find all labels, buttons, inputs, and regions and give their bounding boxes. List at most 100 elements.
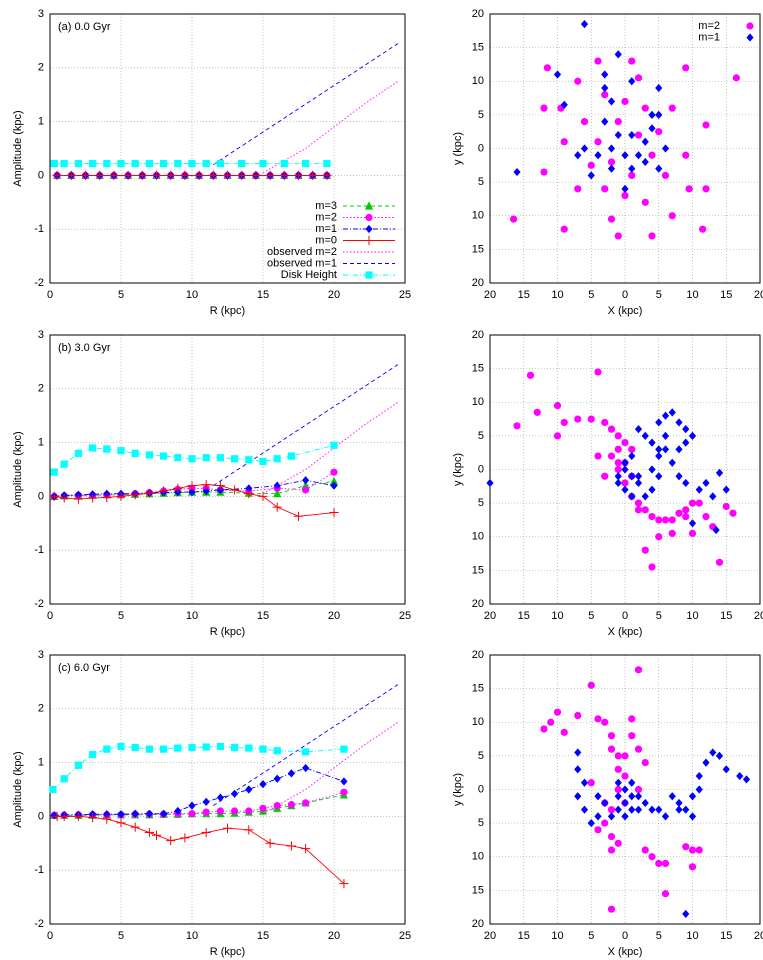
x-tick-label: 20 [328, 610, 340, 622]
series-line [213, 684, 399, 807]
marker [166, 170, 176, 180]
y-tick-label: 5 [478, 817, 484, 829]
marker [601, 70, 609, 79]
marker [238, 159, 246, 168]
marker [607, 452, 616, 460]
marker [116, 491, 126, 501]
marker [661, 516, 670, 524]
marker [699, 225, 707, 233]
marker [202, 743, 210, 751]
marker [102, 492, 112, 503]
marker [231, 455, 239, 463]
marker [641, 846, 649, 854]
marker [279, 170, 289, 180]
marker [614, 839, 622, 847]
marker [540, 168, 548, 176]
marker [634, 472, 643, 481]
marker [709, 748, 717, 757]
marker [293, 511, 304, 521]
marker [641, 546, 649, 554]
x-tick-label: 15 [720, 610, 732, 622]
marker [123, 170, 133, 180]
marker [244, 825, 254, 835]
marker [560, 728, 568, 736]
marker [648, 465, 656, 474]
marker [574, 748, 582, 757]
marker [688, 499, 697, 507]
marker [614, 465, 622, 474]
marker [194, 170, 204, 180]
marker [188, 743, 196, 752]
marker [709, 492, 717, 501]
marker [259, 804, 267, 812]
marker [621, 772, 629, 780]
marker [553, 708, 562, 716]
marker [74, 761, 82, 769]
marker [60, 159, 68, 168]
marker [587, 681, 595, 689]
marker [695, 499, 703, 507]
marker [655, 451, 663, 461]
x-tick-label: 25 [399, 289, 411, 301]
y-tick-label: 0 [478, 142, 484, 154]
marker [601, 83, 609, 93]
scatter-panel: 201510505101520201510505101520X (kpc)y (… [452, 329, 763, 638]
marker [259, 780, 267, 789]
y-tick-label: -2 [34, 918, 44, 930]
marker [301, 844, 311, 854]
line-panel: 0 5 10 15 20 25 -2 -1 0 1 2 3 R (kpc) Amplitude (kpc)… [12, 329, 411, 638]
marker [628, 492, 636, 501]
marker [117, 447, 125, 455]
marker [202, 486, 210, 496]
x-tick-label: 10 [186, 610, 198, 622]
marker [89, 750, 97, 759]
marker [50, 159, 58, 168]
marker [655, 445, 663, 454]
x-tick-label: 5 [588, 610, 594, 622]
marker [580, 144, 589, 153]
marker [594, 812, 602, 821]
marker [682, 805, 690, 814]
line-panel: 0 5 10 15 20 25 -2 -1 0 1 2 3 R (kpc) Amplitude (kpc)… [12, 649, 411, 958]
marker [273, 489, 282, 498]
marker [594, 792, 602, 801]
y-tick-label: 15 [472, 42, 484, 54]
marker [648, 805, 656, 814]
marker [580, 19, 589, 29]
y-axis-label: y (kpc) [452, 453, 464, 486]
y-tick-label: 1 [38, 116, 44, 128]
marker [237, 170, 247, 180]
marker [675, 445, 683, 454]
marker [364, 201, 374, 210]
marker [641, 104, 649, 112]
marker [648, 485, 656, 494]
plot-frame [489, 654, 761, 925]
x-tick-label: 5 [656, 930, 662, 942]
y-tick-label: -2 [34, 598, 44, 610]
marker [574, 765, 582, 774]
plot-frame [49, 654, 406, 925]
marker [330, 468, 338, 476]
marker [621, 479, 629, 487]
legend-label: m=1 [315, 223, 337, 235]
marker [746, 33, 754, 42]
marker [682, 64, 690, 72]
y-tick-label: -1 [34, 544, 44, 556]
marker [259, 457, 267, 466]
marker [102, 814, 112, 824]
x-tick-label: 20 [484, 610, 496, 622]
x-tick-label: 5 [118, 610, 124, 622]
marker [668, 529, 676, 537]
marker [180, 833, 190, 843]
y-tick-label: 10 [472, 75, 484, 87]
marker [273, 455, 281, 463]
marker [601, 91, 609, 99]
marker [151, 830, 162, 840]
marker [594, 715, 602, 723]
marker [208, 170, 218, 180]
marker [201, 479, 211, 490]
marker [621, 798, 629, 808]
marker [60, 775, 68, 783]
x-tick-label: 10 [551, 289, 563, 301]
marker [88, 812, 98, 823]
